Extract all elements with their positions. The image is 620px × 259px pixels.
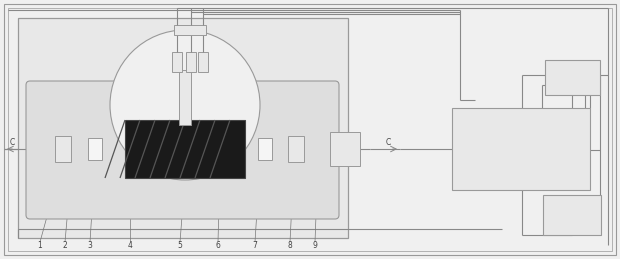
Text: 输入信号: 输入信号 — [472, 178, 487, 184]
Text: 10: 10 — [133, 61, 143, 70]
Bar — [198, 52, 208, 72]
Circle shape — [110, 30, 260, 180]
Bar — [88, 138, 102, 160]
Text: 13: 13 — [213, 61, 223, 70]
Bar — [179, 70, 191, 125]
FancyBboxPatch shape — [26, 81, 339, 219]
Text: 光电开关: 光电开关 — [563, 211, 582, 219]
Bar — [258, 138, 272, 160]
Text: 可编程序控制器: 可编程序控制器 — [503, 145, 539, 154]
Bar — [18, 18, 348, 238]
Text: 电源: 电源 — [567, 73, 577, 82]
Text: 3: 3 — [87, 241, 92, 249]
Text: 4: 4 — [128, 241, 133, 249]
Bar — [545, 60, 600, 95]
Bar — [174, 25, 206, 35]
Bar — [543, 195, 601, 235]
Bar — [125, 120, 245, 178]
Bar — [288, 136, 304, 162]
Text: 电源接口: 电源接口 — [524, 114, 539, 120]
Bar — [452, 108, 590, 190]
Text: 输出信号: 输出信号 — [472, 114, 487, 120]
Text: 9: 9 — [312, 241, 317, 249]
Bar — [172, 52, 182, 72]
Bar — [186, 52, 196, 72]
Text: C: C — [9, 138, 15, 147]
Text: 2: 2 — [63, 241, 68, 249]
Bar — [55, 136, 71, 162]
Text: 8: 8 — [288, 241, 293, 249]
Bar — [330, 132, 360, 166]
Text: 11: 11 — [157, 61, 167, 70]
Text: 12: 12 — [191, 61, 201, 70]
Text: 7: 7 — [252, 241, 257, 249]
Text: 6: 6 — [216, 241, 221, 249]
Text: 5: 5 — [177, 241, 182, 249]
Text: 1: 1 — [38, 241, 42, 249]
Text: C: C — [386, 138, 391, 147]
